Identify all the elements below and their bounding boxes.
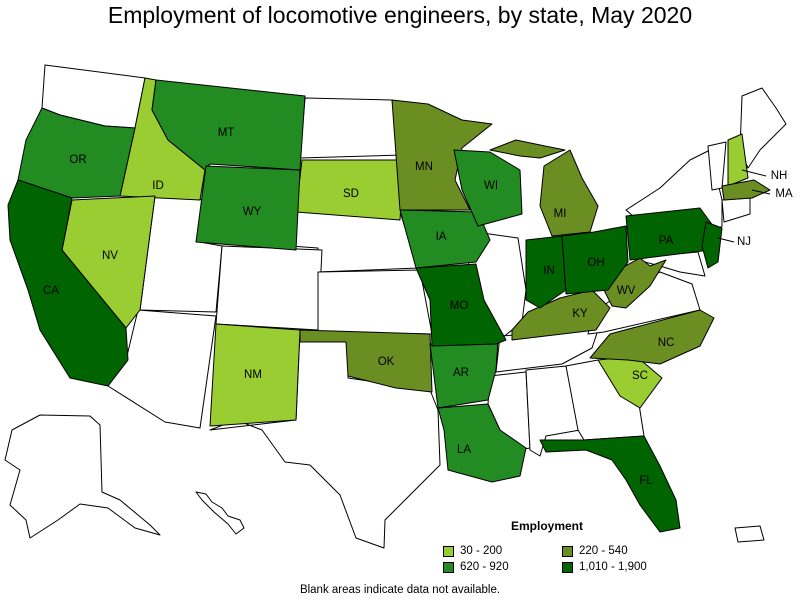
state-labels: OR ID MT WY SD MN WI MI IA NV CA IN OH P…	[43, 127, 793, 487]
label-sd: SD	[343, 188, 359, 200]
label-in: IN	[543, 265, 555, 277]
state-mo	[415, 263, 507, 347]
label-mi: MI	[554, 208, 567, 220]
legend-item-2: 220 - 540	[562, 545, 628, 557]
label-fl: FL	[639, 475, 653, 487]
legend-label-1: 30 - 200	[460, 545, 503, 557]
state-ks	[317, 269, 433, 335]
legend-label-4: 1,010 - 1,900	[579, 561, 647, 573]
state-oh	[561, 225, 629, 295]
legend-label-3: 620 - 920	[460, 561, 509, 573]
label-nc: NC	[658, 337, 675, 349]
label-nm: NM	[244, 369, 262, 381]
label-nv: NV	[102, 250, 118, 262]
state-wi	[453, 149, 523, 227]
legend-item-1: 30 - 200	[443, 545, 502, 557]
label-ca: CA	[43, 285, 59, 297]
legend-title: Employment	[511, 519, 584, 533]
state-in	[525, 235, 567, 309]
state-ak	[4, 414, 161, 539]
legend-item-4: 1,010 - 1,900	[562, 561, 647, 573]
label-ok: OK	[378, 356, 395, 368]
label-sc: SC	[632, 370, 648, 382]
legend-swatch-3	[443, 561, 454, 573]
state-nh	[727, 133, 749, 187]
state-ct	[721, 197, 751, 223]
label-wy: WY	[243, 206, 262, 218]
legend-item-3: 620 - 920	[443, 561, 509, 573]
state-mi-up	[489, 139, 566, 159]
legend-swatch-1	[443, 545, 454, 557]
label-wi: WI	[484, 180, 498, 192]
legend-swatch-2	[562, 545, 573, 557]
label-mn: MN	[415, 161, 433, 173]
label-pa: PA	[659, 235, 674, 247]
label-mo: MO	[450, 300, 469, 312]
label-mt: MT	[218, 127, 235, 139]
footnote: Blank areas indicate data not available.	[299, 584, 501, 596]
state-me	[739, 87, 787, 169]
legend-swatch-4	[562, 561, 573, 573]
legend-label-2: 220 - 540	[579, 545, 628, 557]
label-or: OR	[69, 154, 86, 166]
state-pr	[734, 525, 765, 543]
state-mn	[391, 99, 493, 211]
label-ma: MA	[775, 188, 793, 200]
label-wv: WV	[617, 285, 636, 297]
state-fl	[539, 435, 681, 533]
map-title: Employment of locomotive engineers, by s…	[107, 2, 693, 28]
legend-bin-3-states	[17, 79, 527, 483]
state-nd	[299, 97, 403, 159]
legend-bin-1-states	[61, 77, 749, 427]
label-oh: OH	[587, 257, 604, 269]
leader-lines	[717, 169, 771, 243]
state-co	[215, 245, 323, 331]
label-ky: KY	[572, 308, 588, 320]
label-la: LA	[457, 444, 471, 456]
state-ky	[511, 289, 611, 341]
leader-line-nj	[717, 237, 735, 243]
label-ar: AR	[453, 367, 469, 379]
legend-bin-2-states	[299, 99, 771, 393]
state-ca	[7, 179, 129, 387]
state-nj	[701, 221, 723, 269]
state-nm	[209, 323, 301, 427]
state-nc	[589, 309, 715, 365]
label-nh: NH	[771, 170, 788, 182]
label-nj: NJ	[737, 236, 751, 248]
state-ia	[399, 209, 491, 269]
state-pa	[625, 207, 717, 261]
leader-line-nh	[741, 169, 767, 177]
state-or	[17, 107, 136, 199]
label-id: ID	[152, 180, 164, 192]
state-ma	[721, 179, 771, 201]
leader-line-ma	[751, 189, 771, 195]
state-la	[437, 403, 527, 483]
state-hi	[195, 491, 245, 535]
state-mi	[539, 149, 599, 237]
label-ia: IA	[436, 231, 447, 243]
legend-bin-4-states	[7, 179, 723, 533]
state-wy	[195, 165, 301, 251]
